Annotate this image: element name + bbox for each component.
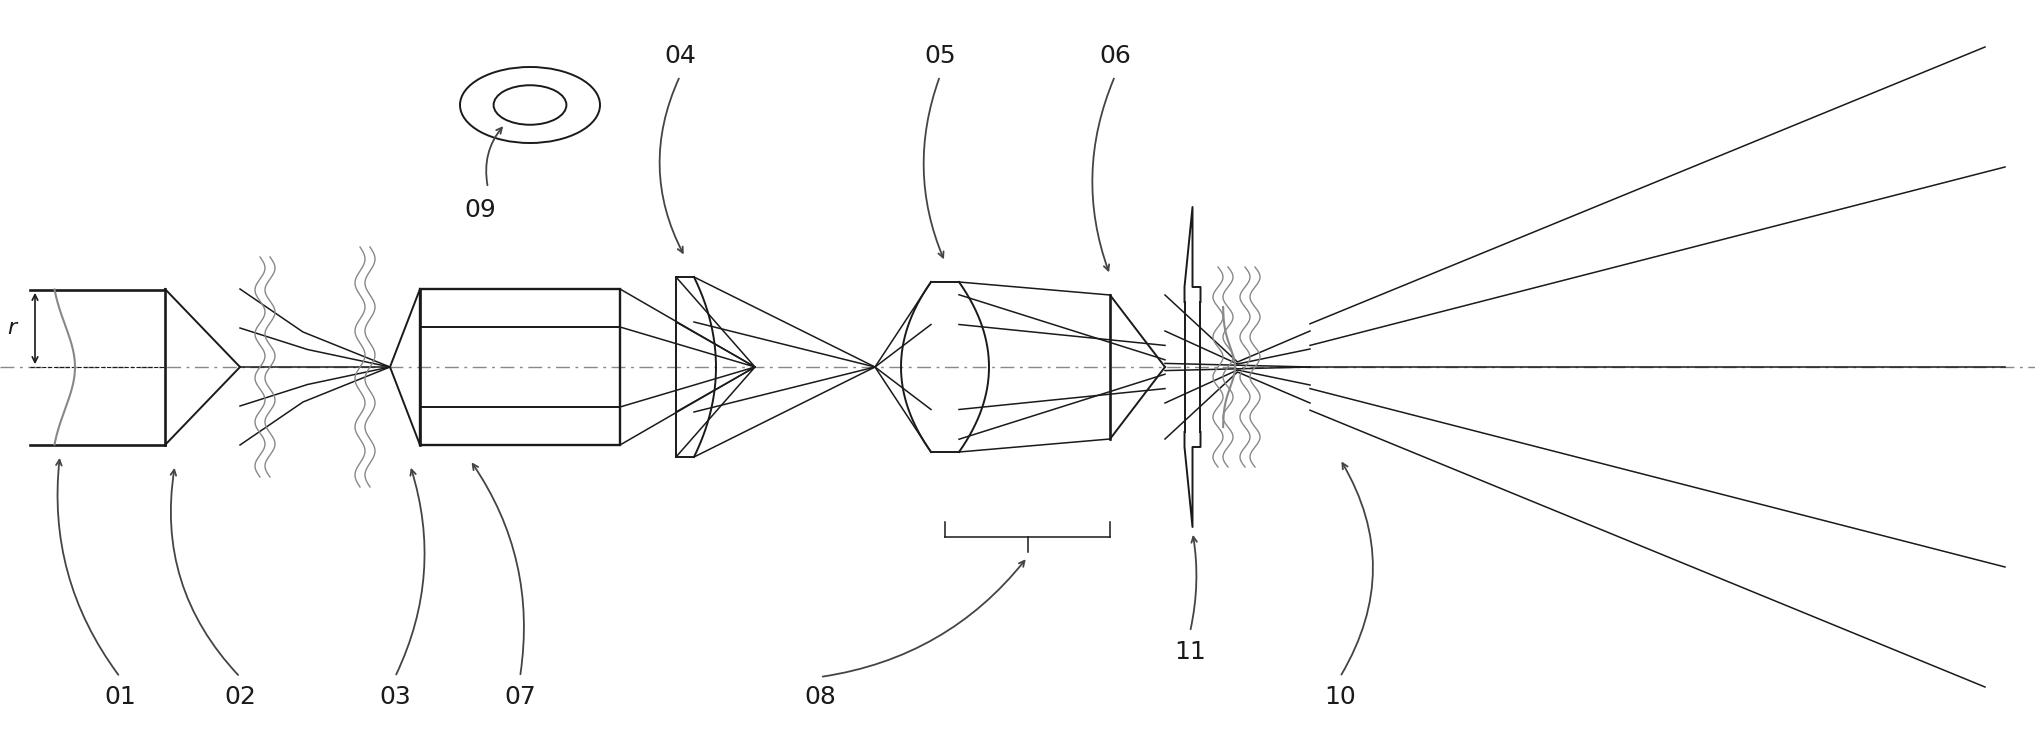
Text: 04: 04 — [663, 44, 696, 68]
Text: 02: 02 — [224, 685, 256, 709]
Text: 09: 09 — [464, 198, 497, 222]
Text: 07: 07 — [505, 685, 535, 709]
Text: $r$: $r$ — [6, 319, 18, 338]
Text: 05: 05 — [924, 44, 956, 68]
Text: 03: 03 — [379, 685, 411, 709]
Text: 01: 01 — [104, 685, 136, 709]
Text: 11: 11 — [1174, 640, 1207, 664]
Text: 06: 06 — [1099, 44, 1131, 68]
Text: 08: 08 — [804, 685, 836, 709]
Text: 10: 10 — [1325, 685, 1355, 709]
